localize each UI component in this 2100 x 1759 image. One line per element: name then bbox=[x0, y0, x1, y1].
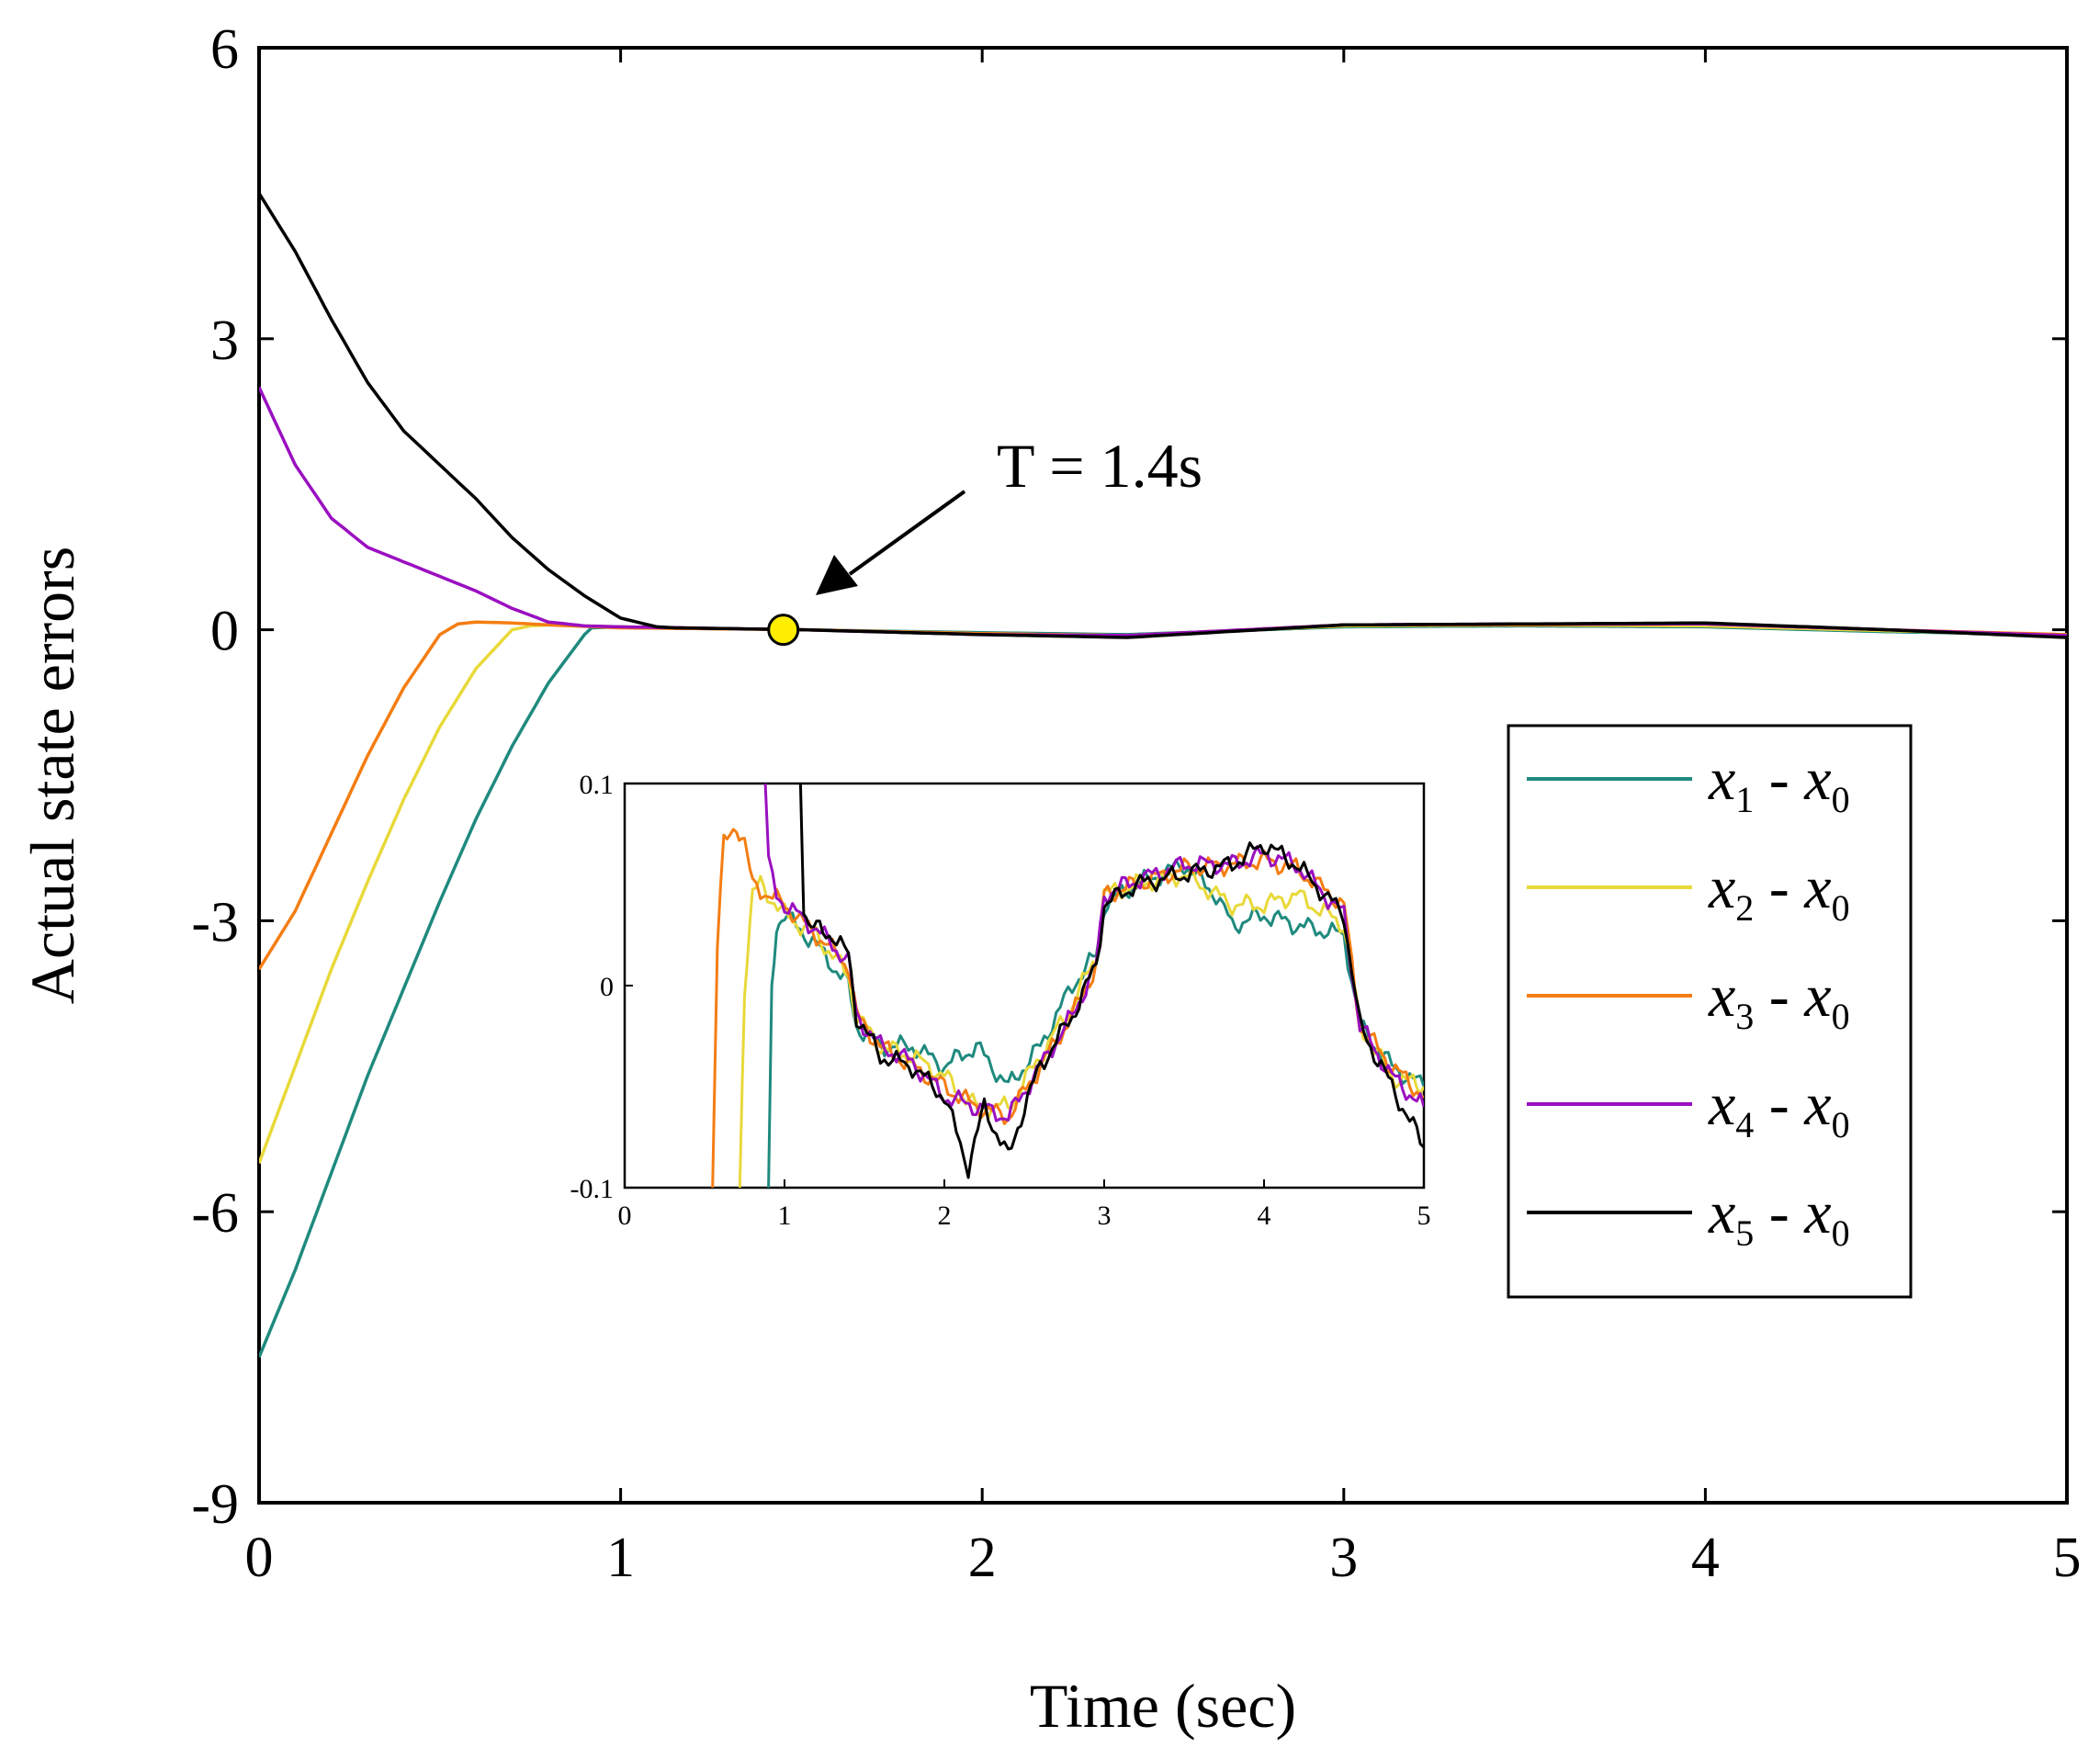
inset-ticks: 0 1 2 3 4 50.10-0.1 bbox=[570, 770, 1431, 1231]
y-axis-label: Actual state errors bbox=[17, 547, 87, 1004]
inset-x-tick-label: 1 bbox=[778, 1201, 792, 1231]
y-tick-label: -3 bbox=[191, 891, 239, 953]
series-line-5 bbox=[259, 192, 2067, 639]
legend-box bbox=[1507, 724, 1913, 1299]
inset-series-line-5 bbox=[798, 784, 1424, 1179]
x-tick-label: 2 bbox=[968, 1527, 997, 1589]
inset-y-tick-label: 0.1 bbox=[580, 770, 615, 800]
legend-entry-2: x2 - x0 bbox=[1527, 854, 1850, 929]
legend-entry-1: x1 - x0 bbox=[1527, 746, 1850, 820]
inset-x-tick-label: 0 bbox=[618, 1201, 632, 1231]
main-ticks: 0 1 2 3 4 5 6 3 0 -3 -6 -9 bbox=[191, 18, 2081, 1589]
main-lines bbox=[259, 192, 2067, 1359]
annotation-text: T = 1.4s bbox=[997, 431, 1202, 501]
y-tick-label: 6 bbox=[210, 18, 239, 81]
inset-x-tick-label: 4 bbox=[1258, 1201, 1271, 1231]
inset-x-tick-label: 3 bbox=[1098, 1201, 1112, 1231]
y-tick-label: -6 bbox=[191, 1182, 239, 1245]
x-tick-label: 0 bbox=[245, 1527, 274, 1589]
inset-x-tick-label: 5 bbox=[1417, 1201, 1431, 1231]
x-tick-label: 5 bbox=[2053, 1527, 2082, 1589]
legend-label: x4 - x0 bbox=[1708, 1071, 1850, 1145]
y-tick-label: 3 bbox=[210, 310, 239, 372]
legend-entry-5: x5 - x0 bbox=[1527, 1179, 1850, 1254]
legend-label: x5 - x0 bbox=[1708, 1179, 1850, 1254]
x-tick-label: 1 bbox=[606, 1527, 635, 1589]
y-tick-label: 0 bbox=[210, 601, 239, 663]
legend-label: x3 - x0 bbox=[1708, 963, 1850, 1037]
annotation-arrow-shaft bbox=[848, 490, 966, 576]
inset-x-tick-label: 2 bbox=[938, 1201, 952, 1231]
annotation-marker bbox=[767, 614, 800, 647]
legend-label: x2 - x0 bbox=[1708, 854, 1850, 929]
annotation-arrow-head bbox=[816, 555, 858, 595]
y-tick-label: -9 bbox=[191, 1473, 239, 1536]
x-tick-label: 4 bbox=[1691, 1527, 1720, 1589]
legend-label: x1 - x0 bbox=[1708, 746, 1850, 820]
inset-y-tick-label: 0 bbox=[600, 972, 614, 1002]
inset-plot-area bbox=[623, 782, 1426, 1190]
inset-lines bbox=[711, 784, 1424, 1188]
x-tick-label: 3 bbox=[1329, 1527, 1358, 1589]
inset-y-tick-label: -0.1 bbox=[570, 1174, 615, 1204]
legend-entry-4: x4 - x0 bbox=[1527, 1071, 1850, 1145]
x-axis-label: Time (sec) bbox=[1030, 1671, 1296, 1741]
annotation: T = 1.4s bbox=[767, 431, 1202, 647]
legend-entry-3: x3 - x0 bbox=[1527, 963, 1850, 1037]
legend: x1 - x0 x2 - x0 x3 - x0 x4 - x0 x5 - x0 bbox=[1527, 746, 1850, 1254]
